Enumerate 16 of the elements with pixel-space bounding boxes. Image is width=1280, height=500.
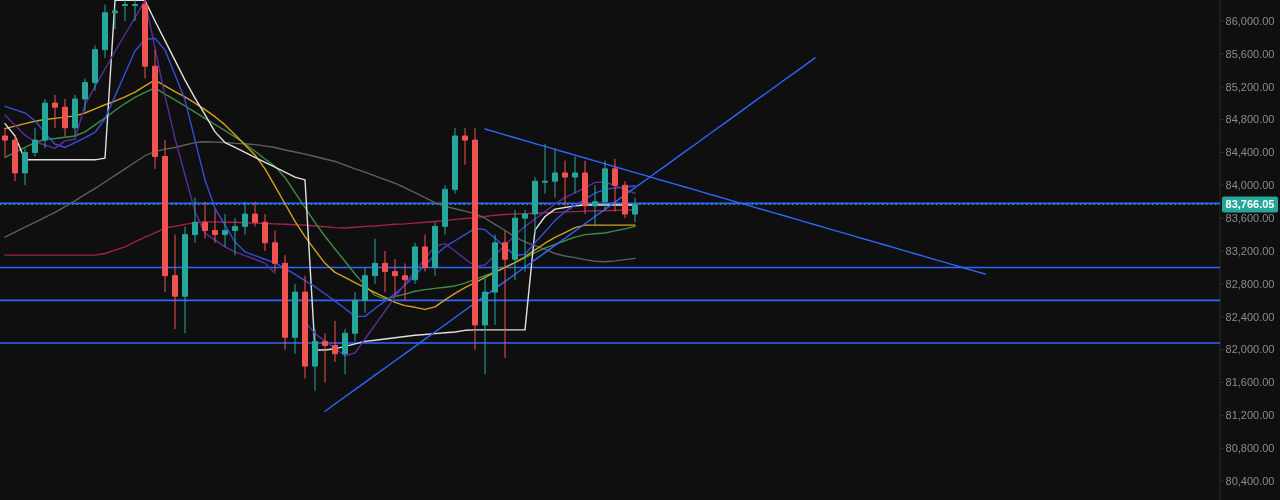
y-tick-label: 82,000.00 — [1225, 343, 1275, 356]
y-tick-label: 84,400.00 — [1225, 146, 1275, 159]
y-tick-label: 85,600.00 — [1225, 47, 1275, 60]
y-tick-label: 81,200.00 — [1225, 409, 1275, 422]
y-tick-label: 84,800.00 — [1225, 113, 1275, 126]
ref-line-label: 83,766.05 — [1225, 198, 1275, 211]
y-tick-label: 86,000.00 — [1225, 14, 1275, 27]
y-tick-label: 83,600.00 — [1225, 212, 1275, 225]
y-tick-label: 80,400.00 — [1225, 474, 1275, 487]
y-tick-label: 82,800.00 — [1225, 277, 1275, 290]
y-tick-label: 81,600.00 — [1225, 376, 1275, 389]
y-tick-label: 85,200.00 — [1225, 80, 1275, 93]
y-tick-label: 83,200.00 — [1225, 244, 1275, 257]
y-tick-label: 84,000.00 — [1225, 179, 1275, 192]
y-tick-label: 80,800.00 — [1225, 442, 1275, 455]
y-tick-label: 82,400.00 — [1225, 310, 1275, 323]
